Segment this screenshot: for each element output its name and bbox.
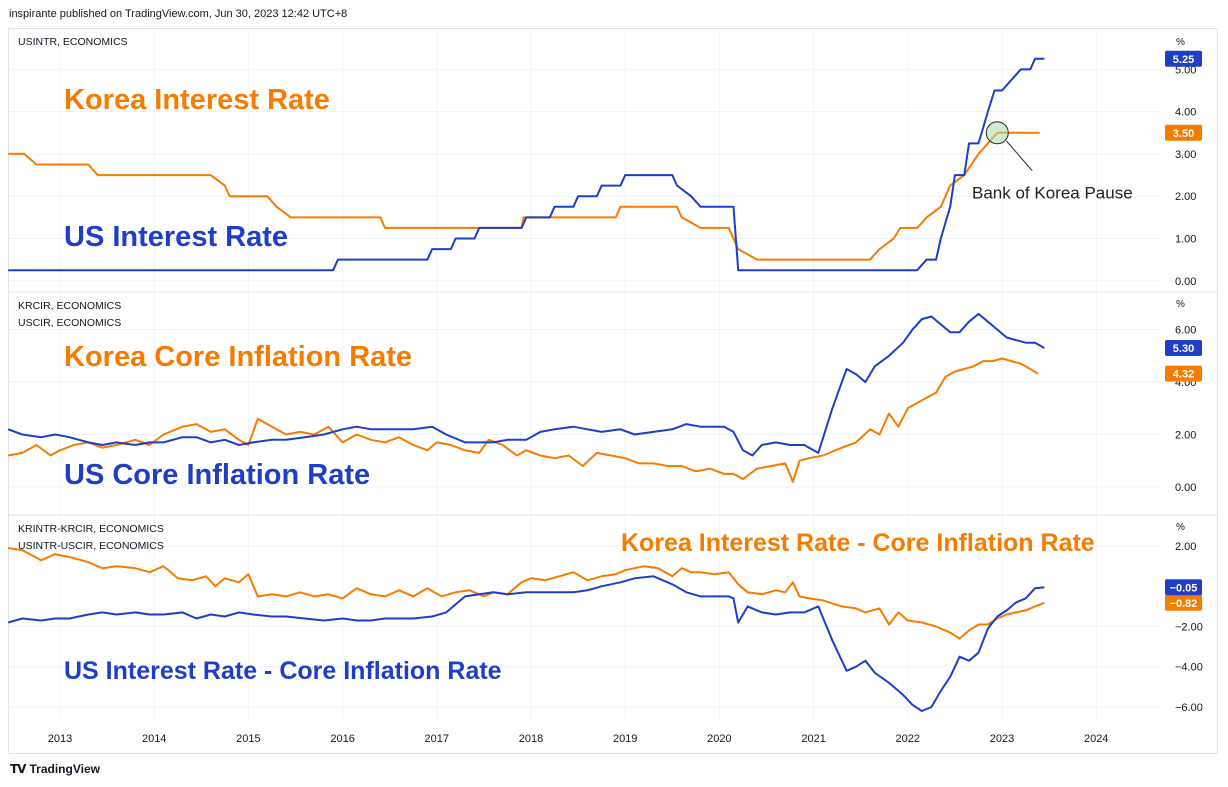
- x-tick-label: 2018: [519, 733, 543, 745]
- us-series-annotation: US Interest Rate: [64, 221, 288, 253]
- pause-leader-line: [1005, 140, 1033, 172]
- y-tick-label: 4.00: [1175, 107, 1196, 119]
- korea-last-value-label: 3.50: [1173, 128, 1194, 140]
- y-tick-label: 6.00: [1175, 325, 1196, 337]
- y-tick-label: 0.00: [1175, 276, 1196, 288]
- y-tick-label: 1.00: [1175, 233, 1196, 245]
- brand-label: TradingView: [29, 762, 100, 776]
- us-series-annotation: US Interest Rate - Core Inflation Rate: [64, 657, 502, 685]
- y-tick-label: 2.00: [1175, 541, 1196, 553]
- us-last-value-label: 5.30: [1173, 343, 1194, 355]
- korea-series-line[interactable]: [8, 357, 1039, 483]
- korea-last-value-badge: [1165, 365, 1202, 382]
- us-last-value-label: 5.25: [1173, 54, 1194, 66]
- x-tick-label: 2024: [1084, 733, 1108, 745]
- x-tick-label: 2019: [613, 733, 637, 745]
- y-tick-label: 3.00: [1175, 149, 1196, 161]
- korea-series-line[interactable]: [8, 547, 1045, 640]
- us-series-line[interactable]: [7, 312, 1045, 457]
- us-last-value-badge: [1165, 50, 1202, 67]
- korea-series-annotation: Korea Interest Rate - Core Inflation Rat…: [621, 529, 1095, 557]
- korea-last-value-label: 4.32: [1173, 369, 1194, 381]
- korea-series-line[interactable]: [8, 131, 1040, 261]
- series-source-label: KRCIR, ECONOMICS: [18, 300, 121, 312]
- us-series-line[interactable]: [7, 575, 1045, 712]
- pause-marker: [985, 121, 1009, 145]
- x-tick-label: 2022: [896, 733, 920, 745]
- y-tick-label: −2.00: [1175, 622, 1203, 634]
- x-tick-label: 2023: [990, 733, 1014, 745]
- korea-last-value-badge: [1165, 594, 1202, 611]
- us-series-annotation: US Core Inflation Rate: [64, 459, 370, 491]
- korea-series-annotation: Korea Interest Rate: [64, 84, 330, 116]
- x-tick-label: 2021: [801, 733, 825, 745]
- series-source-label: KRINTR-KRCIR, ECONOMICS: [18, 523, 164, 535]
- x-tick-label: 2020: [707, 733, 731, 745]
- publisher-caption: inspirante published on TradingView.com,…: [9, 8, 348, 20]
- us-last-value-badge: [1165, 339, 1202, 356]
- series-source-label: USINTR-USCIR, ECONOMICS: [18, 540, 164, 552]
- unit-label: %: [1176, 522, 1185, 533]
- x-tick-label: 2015: [236, 733, 260, 745]
- chart-frame: [8, 28, 1218, 754]
- series-source-label: USINTR, ECONOMICS: [18, 36, 128, 48]
- y-tick-label: −4.00: [1175, 662, 1203, 674]
- us-series-line[interactable]: [8, 57, 1045, 272]
- korea-series-annotation: Korea Core Inflation Rate: [64, 341, 412, 373]
- us-last-value-label: −0.05: [1170, 582, 1198, 594]
- korea-last-value-label: −0.82: [1170, 598, 1198, 610]
- pause-annotation: Bank of Korea Pause: [972, 183, 1133, 202]
- y-tick-label: 2.00: [1175, 430, 1196, 442]
- unit-label: %: [1176, 299, 1185, 310]
- x-tick-label: 2017: [425, 733, 449, 745]
- x-tick-label: 2013: [48, 733, 72, 745]
- y-tick-label: 5.00: [1175, 64, 1196, 76]
- footer-brand[interactable]: TV TradingView: [10, 762, 100, 776]
- tradingview-logo-icon: TV: [10, 762, 27, 776]
- x-tick-label: 2016: [330, 733, 354, 745]
- y-tick-label: −6.00: [1175, 702, 1203, 714]
- series-source-label: USCIR, ECONOMICS: [18, 317, 121, 329]
- us-last-value-badge: [1165, 579, 1202, 596]
- y-tick-label: 0.00: [1175, 482, 1196, 494]
- x-tick-label: 2014: [142, 733, 166, 745]
- korea-last-value-badge: [1165, 124, 1202, 141]
- unit-label: %: [1176, 37, 1185, 48]
- y-tick-label: 2.00: [1175, 191, 1196, 203]
